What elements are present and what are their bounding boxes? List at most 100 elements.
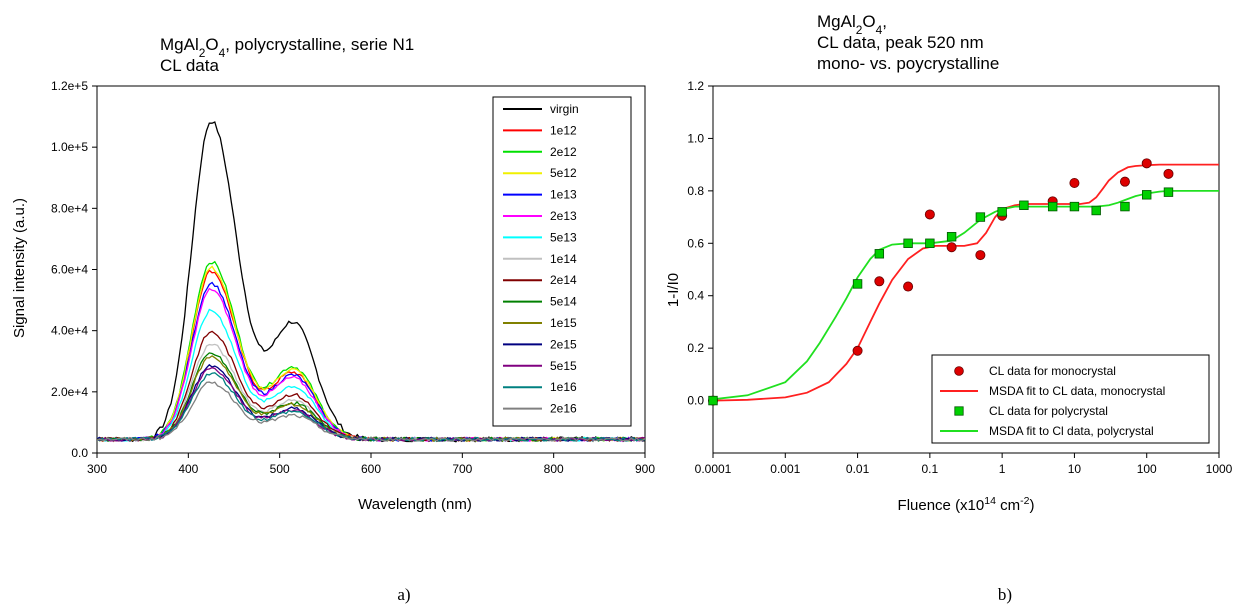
legend-label: 5e15 <box>550 359 577 373</box>
title-line: CL data, peak 520 nm <box>817 33 984 52</box>
x-tick-label: 100 <box>1137 462 1157 476</box>
text-fragment: MgAl <box>160 35 199 54</box>
legend-label: virgin <box>550 102 579 116</box>
y-tick-label: 1.2e+5 <box>51 79 88 93</box>
legend-label: 2e13 <box>550 209 577 223</box>
data-point-monocrystal <box>1163 168 1174 179</box>
data-point-polycrystal <box>1019 200 1029 210</box>
x-tick-label: 300 <box>87 462 107 476</box>
text-fragment: MgAl <box>817 12 856 31</box>
x-tick-label: 1 <box>999 462 1006 476</box>
data-point-polycrystal <box>874 249 885 259</box>
title-line: mono- vs. poycrystalline <box>817 54 999 73</box>
right-axes-frame <box>712 85 1220 454</box>
y-tick-label: 0.0 <box>687 394 704 408</box>
x-tick-label: 700 <box>452 462 472 476</box>
x-tick-label: 900 <box>635 462 655 476</box>
legend-label: 5e12 <box>550 166 577 180</box>
legend-label: 5e14 <box>550 295 577 309</box>
y-tick-label: 6.0e+4 <box>51 263 88 277</box>
y-tick-label: 2.0e+4 <box>51 385 88 399</box>
legend-label: CL data for polycrystal <box>989 404 1108 418</box>
data-point-polycrystal <box>903 238 913 248</box>
y-tick-label: 1.0e+5 <box>51 140 88 154</box>
x-tick-label: 0.1 <box>922 462 939 476</box>
x-tick-label: 0.01 <box>846 462 870 476</box>
y-tick-label: 0.8 <box>687 184 704 198</box>
text-fragment: 14 <box>984 495 996 507</box>
right-legend <box>931 354 1210 444</box>
legend-label: 1e12 <box>550 123 577 137</box>
title-line: CL data <box>160 56 219 75</box>
data-point-polycrystal <box>1163 187 1174 197</box>
legend-swatch <box>954 406 964 416</box>
x-tick-label: 0.0001 <box>695 462 732 476</box>
left-plot-area: 300 400 500 600 700 800 900 0.0 2.0e+4 4.0e+4 6.0e… <box>51 79 655 476</box>
text-fragment: CL data <box>160 56 219 75</box>
text-fragment: O <box>862 12 875 31</box>
panel-label-b: b) <box>998 585 1012 604</box>
legend-label: 1e13 <box>550 188 577 202</box>
title-line: MgAl2O4, <box>817 12 887 37</box>
data-point-monocrystal <box>874 276 885 287</box>
legend-label: MSDA fit to Cl data, polycrystal <box>989 424 1154 438</box>
legend-label: 1e16 <box>550 380 577 394</box>
right-y-axis-label: 1-I/I0 <box>665 273 682 307</box>
data-point-polycrystal <box>1142 190 1152 200</box>
text-fragment: -2 <box>1020 495 1029 507</box>
legend-label: 2e15 <box>550 337 577 351</box>
legend-label: MSDA fit to CL data, monocrystal <box>989 384 1165 398</box>
x-tick-label: 0.001 <box>770 462 800 476</box>
x-tick-label: 1000 <box>1206 462 1233 476</box>
y-tick-label: 0.2 <box>687 341 704 355</box>
data-point-monocrystal <box>975 250 986 261</box>
data-point-monocrystal <box>946 242 957 253</box>
legend-label: 1e15 <box>550 316 577 330</box>
text-fragment: , polycrystalline, serie N1 <box>225 35 414 54</box>
legend-label: 2e12 <box>550 145 577 159</box>
chart-left-cl-spectra: MgAl2O4, polycrystalline, serie N1 CL dat… <box>11 35 655 513</box>
text-fragment: cm <box>996 497 1020 514</box>
right-x-axis-label: Fluence (x1014 cm-2) <box>898 495 1035 514</box>
data-point-polycrystal <box>946 232 957 242</box>
data-point-polycrystal <box>997 207 1007 217</box>
text-fragment: 2 <box>856 23 863 37</box>
title-line: MgAl2O4, polycrystalline, serie N1 <box>160 35 414 60</box>
panel-label-a: a) <box>397 585 410 604</box>
data-point-polycrystal <box>852 279 863 289</box>
data-point-polycrystal <box>1069 201 1080 212</box>
x-tick-label: 10 <box>1068 462 1082 476</box>
text-fragment: 4 <box>876 23 883 37</box>
x-tick-label: 800 <box>544 462 564 476</box>
x-tick-label: 600 <box>361 462 381 476</box>
legend-label: 2e16 <box>550 402 577 416</box>
data-point-monocrystal <box>903 281 914 292</box>
fit-line-3 <box>712 190 1219 401</box>
data-point-polycrystal <box>708 395 718 406</box>
data-point-polycrystal <box>1120 201 1130 212</box>
data-point-polycrystal <box>975 212 986 222</box>
data-point-monocrystal <box>924 209 935 220</box>
data-point-monocrystal <box>1141 158 1152 169</box>
chart-right-fluence-fit: MgAl2O4, CL data, peak 520 nm mono- vs. po… <box>665 12 1233 514</box>
legend-swatch <box>954 366 964 376</box>
x-tick-label: 500 <box>270 462 290 476</box>
data-point-monocrystal <box>1119 176 1130 187</box>
legend-label: 5e13 <box>550 230 577 244</box>
text-fragment: Fluence (x10 <box>898 497 985 514</box>
y-tick-label: 4.0e+4 <box>51 324 88 338</box>
left-y-axis-label: Signal intensity (a.u.) <box>11 198 28 338</box>
data-point-polycrystal <box>1091 205 1101 216</box>
left-x-axis-label: Wavelength (nm) <box>358 496 472 513</box>
text-fragment: ) <box>1029 497 1034 514</box>
right-plot-area: 0.0001 0.001 0.01 0.1 1 10 100 1000 0.0 0.2 0.4 0.6… <box>687 79 1232 476</box>
text-fragment: mono- vs. poycrystalline <box>817 54 999 73</box>
legend-label: CL data for monocrystal <box>989 364 1116 378</box>
y-tick-label: 0.6 <box>687 236 704 250</box>
legend-label: 2e14 <box>550 273 577 287</box>
y-tick-label: 1.0 <box>687 131 704 145</box>
y-tick-label: 8.0e+4 <box>51 201 88 215</box>
data-point-polycrystal <box>1047 201 1058 212</box>
data-point-monocrystal <box>852 345 863 356</box>
